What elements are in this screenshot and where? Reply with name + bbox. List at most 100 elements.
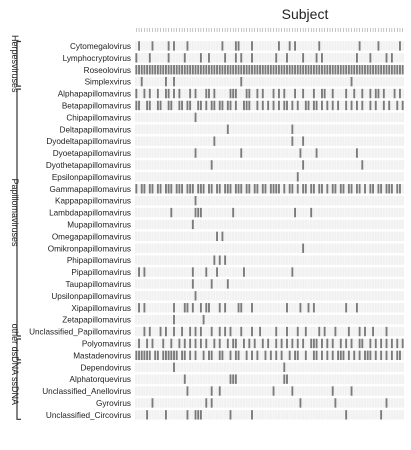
cell-present [318, 184, 321, 194]
cell-present [380, 410, 383, 420]
cell-present [364, 350, 366, 361]
cell-present [288, 65, 291, 75]
cell-present [135, 53, 138, 63]
cell-present [312, 350, 315, 361]
cell-present [218, 255, 221, 265]
cell-present [186, 386, 189, 396]
cell-present [234, 65, 237, 75]
cell-present [291, 338, 294, 349]
cell-present [253, 65, 256, 75]
cell-present [350, 338, 353, 349]
cell-present [226, 184, 229, 194]
cell-present [167, 184, 170, 194]
cell-present [245, 65, 248, 75]
cell-present [291, 184, 294, 194]
cell-present [291, 386, 294, 396]
cell-present [296, 338, 299, 349]
cell-present [234, 350, 237, 361]
group-bracket [16, 88, 21, 337]
row-label: Cytomegalovirus [70, 42, 131, 51]
cell-present [216, 65, 218, 75]
cell-present [339, 184, 342, 194]
cell-present [350, 386, 353, 396]
cell-present [294, 207, 296, 218]
cell-present [189, 88, 192, 99]
cell-present [393, 88, 396, 99]
cell-present [156, 350, 159, 361]
cell-present [302, 243, 305, 253]
cell-present [261, 100, 264, 111]
heatmap-background [135, 41, 404, 420]
cell-present [197, 410, 200, 420]
cell-present [355, 148, 358, 158]
cell-present [315, 338, 318, 349]
cell-present [275, 350, 278, 361]
cell-present [210, 160, 213, 170]
cell-present [191, 219, 194, 230]
cell-present [321, 100, 323, 111]
cell-present [194, 195, 197, 206]
cell-present [310, 207, 313, 218]
cell-present [396, 65, 399, 75]
cell-present [321, 53, 323, 63]
cell-present [181, 65, 184, 75]
cell-present [382, 100, 385, 111]
cell-present [342, 184, 345, 194]
cell-present [302, 338, 305, 349]
cell-present [178, 100, 181, 111]
cell-present [197, 65, 200, 75]
cell-present [167, 41, 170, 51]
row-label: Roseolovirus [84, 66, 131, 75]
cell-present [283, 88, 286, 99]
cell-present [164, 184, 167, 194]
cell-present [294, 41, 296, 51]
cell-present [216, 184, 218, 194]
cell-present [173, 314, 175, 325]
cell-present [167, 88, 170, 99]
cell-present [218, 100, 221, 111]
cell-present [361, 88, 364, 99]
cell-present [194, 410, 197, 420]
cell-present [194, 88, 197, 99]
cell-present [380, 65, 383, 75]
row-label: Taupapillomavirus [65, 280, 131, 289]
cell-present [342, 65, 345, 75]
cell-present [138, 303, 140, 313]
cell-present [159, 326, 162, 337]
cell-present [390, 184, 393, 194]
cell-present [275, 65, 278, 75]
row-label: Mastadenovirus [73, 351, 131, 360]
cell-present [272, 184, 275, 194]
cell-present [164, 76, 167, 87]
cell-present [256, 350, 259, 361]
cell-present [369, 100, 372, 111]
cell-present [302, 65, 305, 75]
cell-present [213, 88, 216, 99]
cell-present [183, 374, 186, 384]
cell-present [259, 65, 262, 75]
row-label: Xipapillomavirus [71, 304, 131, 313]
row-label: Deltapapillomavirus [60, 125, 131, 134]
cell-present [374, 338, 377, 349]
cell-present [173, 65, 175, 75]
cell-present [366, 65, 369, 75]
cell-present [146, 100, 149, 111]
cell-present [210, 65, 213, 75]
cell-present [396, 100, 399, 111]
cell-present [224, 65, 227, 75]
cell-present [205, 398, 208, 408]
cell-present [331, 100, 334, 111]
cell-present [275, 184, 278, 194]
cell-present [399, 88, 401, 99]
cell-present [283, 65, 286, 75]
cell-present [337, 350, 340, 361]
cell-present [358, 326, 361, 337]
cell-present [173, 41, 175, 51]
cell-present [162, 65, 165, 75]
cell-present [191, 267, 194, 277]
cell-present [186, 41, 189, 51]
cell-present [221, 65, 224, 75]
cell-present [210, 279, 213, 289]
cell-present [288, 41, 291, 51]
cell-present [159, 184, 162, 194]
